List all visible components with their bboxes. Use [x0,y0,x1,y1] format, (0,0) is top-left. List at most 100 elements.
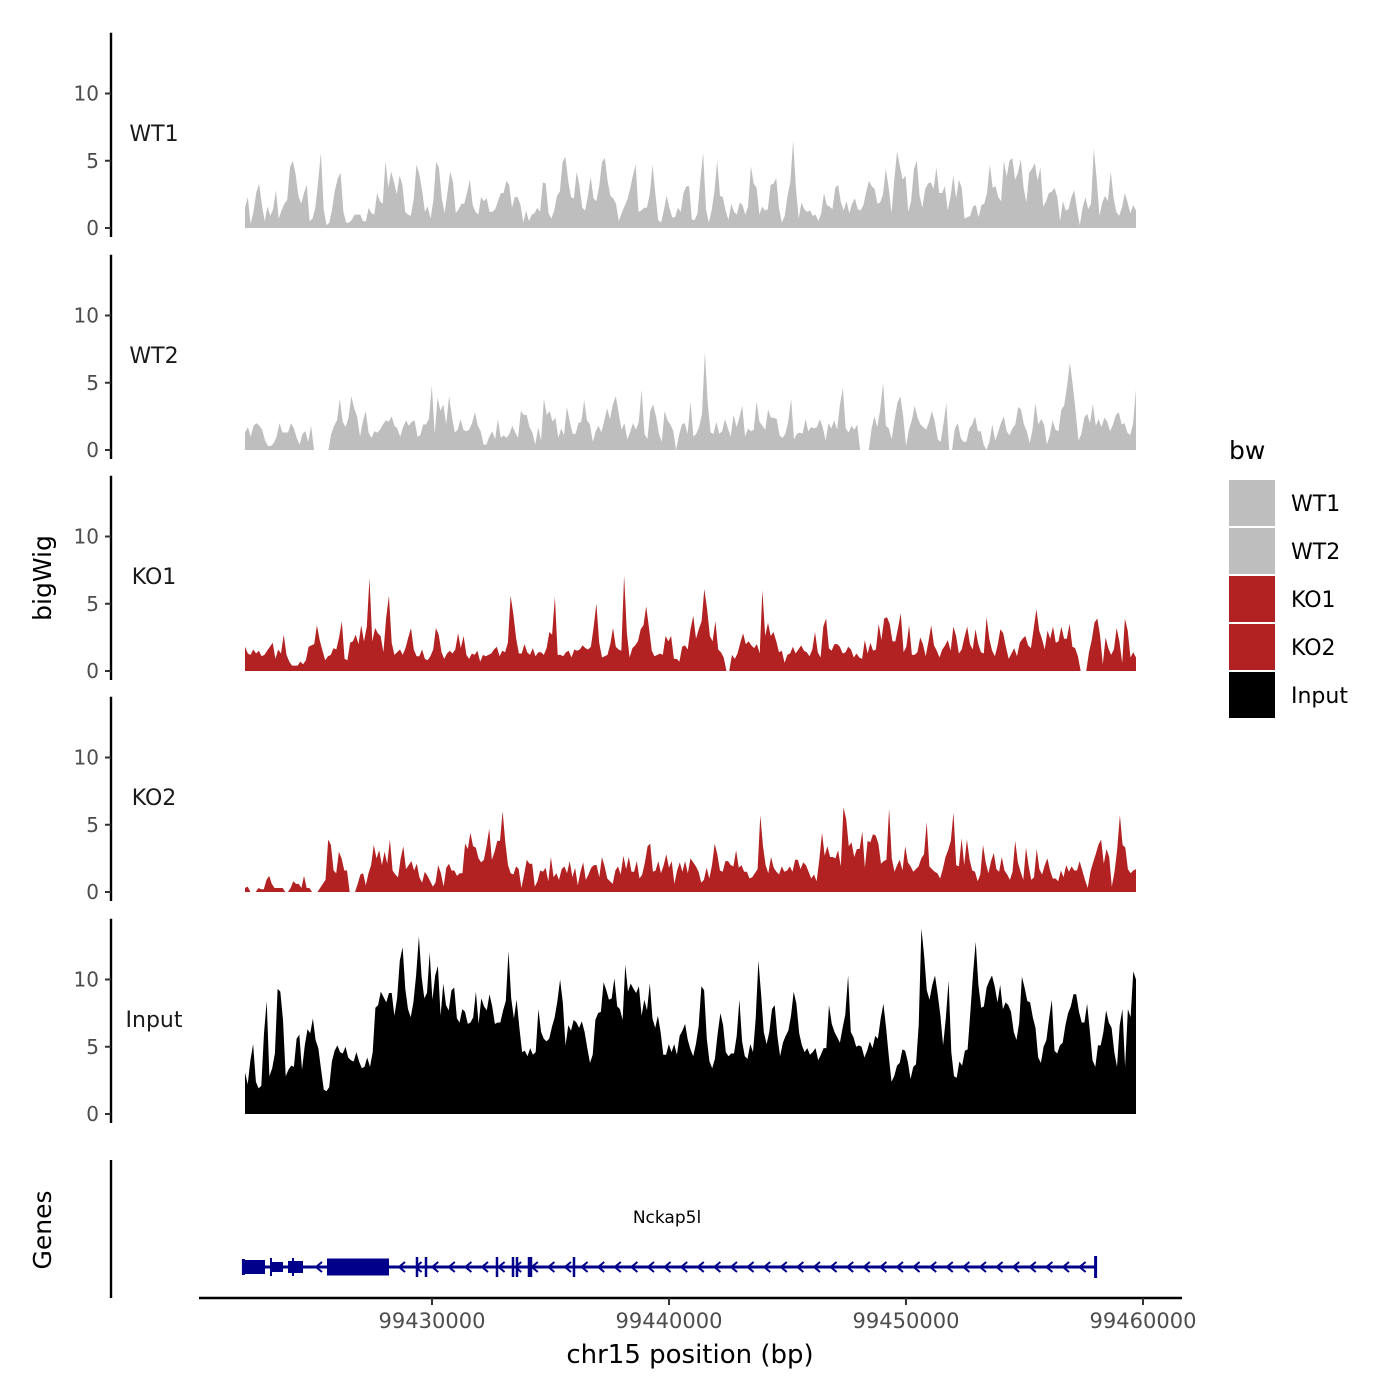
track-input: 0 5 10 Input [74,918,1136,1126]
y-tick-label: 10 [74,82,99,106]
gene-strand-arrow [397,1261,406,1273]
gene-strand-arrow [1044,1261,1054,1273]
y-tick-label: 5 [86,813,99,837]
track-ko1: 0 5 10 KO1 [74,475,1136,683]
coverage-tracks: 0 5 10 WT1 0 5 10 WT2 0 5 10 KO1 0 5 10 KO2 0 5 10 Input [74,32,1136,1126]
gene-strand-arrow [795,1261,805,1273]
y-tick-label: 0 [86,1102,99,1126]
legend-item-wt2: WT2 [1229,528,1340,574]
gene-strand-arrow [563,1261,572,1273]
gene-strand-arrow [878,1261,888,1273]
track-label: KO1 [132,565,177,590]
y-tick-label: 10 [74,746,99,770]
legend-key [1229,576,1275,622]
gene-strand-arrow [480,1261,489,1273]
legend-item-input: Input [1229,672,1348,718]
coverage-area-wt2 [245,351,1136,450]
gene-strand-arrow [945,1261,954,1273]
gene-strand-arrow [762,1261,771,1273]
legend-label: KO1 [1291,588,1336,613]
y-axis-title: bigWig [28,535,57,621]
gene-strand-arrow [961,1261,971,1273]
gene-strand-arrow [1011,1261,1020,1273]
gene-strand-arrow [546,1261,556,1273]
gene-strand-arrow [497,1261,506,1273]
gene-strand-arrow [1078,1261,1087,1273]
legend-item-ko2: KO2 [1229,624,1336,670]
coverage-area-ko2 [245,807,1136,892]
legend-key [1229,672,1275,718]
gene-strand-arrow [712,1261,722,1273]
gene-strand-arrow [812,1261,821,1273]
gene-strand-arrow [779,1261,788,1273]
gene-nckap5l: Nckap5l [241,1208,1098,1278]
legend-label: WT1 [1291,492,1340,517]
track-label: Input [126,1008,183,1033]
y-tick-label: 5 [86,149,99,173]
gene-strand-arrow [663,1261,672,1273]
gene-strand-arrow [845,1261,854,1273]
y-tick-label: 5 [86,592,99,616]
track-label: KO2 [132,786,177,811]
y-tick-label: 10 [74,304,99,328]
gene-strand-arrow [447,1261,456,1273]
gene-strand-arrow [646,1261,655,1273]
y-tick-label: 0 [86,880,99,904]
gene-exon [292,1258,294,1276]
x-tick-label: 99430000 [379,1309,486,1333]
coverage-area-ko1 [245,575,1136,671]
legend-title: bw [1229,436,1265,465]
y-tick-label: 5 [86,1035,99,1059]
genes-panel: Nckap5l [109,1160,1098,1298]
legend-key [1229,528,1275,574]
track-label: WT1 [129,122,178,147]
gene-strand-arrow [596,1261,605,1273]
coverage-area-input [245,928,1136,1114]
legend-label: Input [1291,684,1348,709]
x-tick-label: 99460000 [1090,1309,1197,1333]
gene-strand-arrow [912,1261,921,1273]
gene-label: Nckap5l [633,1208,701,1228]
gene-exon [288,1261,303,1273]
gene-strand-arrow [613,1261,622,1273]
gene-strand-arrow [696,1261,705,1273]
y-tick-label: 0 [86,438,99,462]
gene-strand-arrow [414,1261,423,1273]
gene-strand-arrow [629,1261,639,1273]
x-axis-title: chr15 position (bp) [566,1340,813,1370]
y-tick-label: 5 [86,371,99,395]
gene-strand-arrow [314,1261,323,1273]
gene-exon [270,1258,272,1276]
y-tick-label: 0 [86,216,99,240]
track-wt2: 0 5 10 WT2 [74,254,1136,462]
legend: bw WT1 WT2 KO1 KO2 Input [1229,436,1348,718]
legend-key [1229,624,1275,670]
gene-strand-arrow [746,1261,755,1273]
legend-label: WT2 [1291,540,1340,565]
track-label: WT2 [129,344,178,369]
gene-exon [270,1262,283,1272]
coverage-area-wt1 [245,140,1136,228]
gene-strand-arrow [829,1261,838,1273]
x-tick-label: 99440000 [616,1309,723,1333]
gene-strand-arrow [513,1261,522,1273]
legend-label: KO2 [1291,636,1336,661]
genes-axis-title: Genes [28,1190,57,1269]
gene-strand-arrow [463,1261,473,1273]
gene-strand-arrow [895,1261,904,1273]
gene-strand-arrow [1028,1261,1037,1273]
gene-exon [327,1258,389,1276]
gene-strand-arrow [430,1261,439,1273]
gene-strand-arrow [995,1261,1004,1273]
legend-item-wt1: WT1 [1229,480,1340,526]
y-tick-label: 10 [74,968,99,992]
gene-strand-arrow [679,1261,688,1273]
legend-item-ko1: KO1 [1229,576,1336,622]
gene-strand-arrow [862,1261,871,1273]
gene-strand-arrow [1061,1261,1070,1273]
legend-key [1229,480,1275,526]
x-axis: 99430000 99440000 99450000 99460000 [199,1296,1197,1333]
gene-strand-arrow [729,1261,738,1273]
gene-strand-arrow [580,1261,589,1273]
